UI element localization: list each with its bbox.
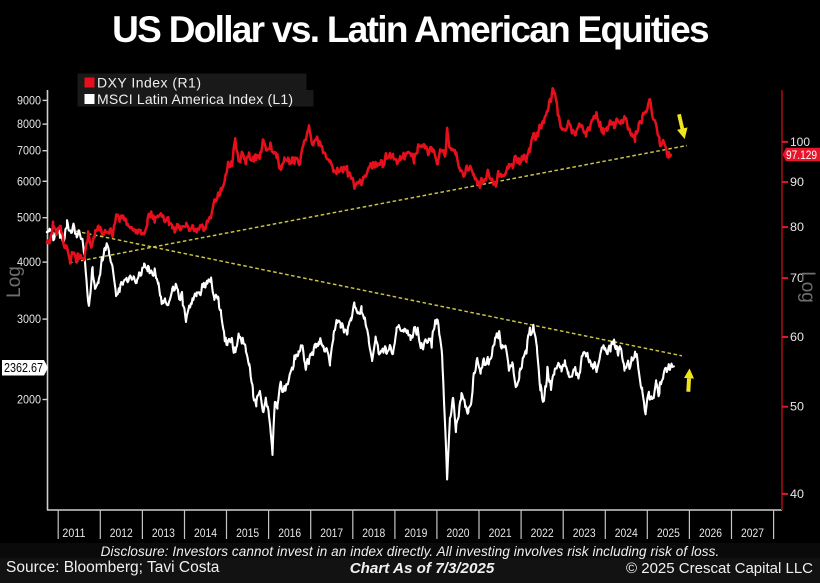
svg-text:2027: 2027 [741,526,764,540]
svg-text:8000: 8000 [17,117,41,131]
svg-text:60: 60 [790,330,804,344]
svg-text:2026: 2026 [699,526,722,540]
svg-text:2025: 2025 [657,526,680,540]
svg-text:2020: 2020 [447,526,470,540]
svg-text:2024: 2024 [615,526,638,540]
svg-text:DXY Index (R1): DXY Index (R1) [97,75,201,91]
svg-text:6000: 6000 [17,174,41,188]
svg-text:Log: Log [4,266,25,298]
svg-text:40: 40 [790,487,804,501]
svg-text:100: 100 [790,135,810,149]
svg-text:2012: 2012 [110,526,133,540]
svg-text:7000: 7000 [17,144,41,158]
svg-text:80: 80 [790,220,804,234]
svg-text:2011: 2011 [62,526,85,540]
svg-text:2000: 2000 [17,393,41,407]
svg-text:MSCI Latin America Index (L1): MSCI Latin America Index (L1) [97,91,293,107]
svg-text:2019: 2019 [404,526,427,540]
svg-text:2023: 2023 [573,526,596,540]
svg-text:5000: 5000 [17,211,41,225]
svg-text:Log: Log [797,271,818,303]
svg-text:2017: 2017 [320,526,343,540]
svg-text:70: 70 [790,271,804,285]
svg-text:2022: 2022 [531,526,554,540]
svg-text:90: 90 [790,175,804,189]
svg-text:2015: 2015 [236,526,259,540]
svg-text:2362.67: 2362.67 [4,360,43,375]
svg-text:3000: 3000 [17,312,41,326]
svg-text:50: 50 [790,400,804,414]
svg-text:97.129: 97.129 [786,148,817,162]
svg-text:2018: 2018 [362,526,385,540]
svg-text:2013: 2013 [152,526,175,540]
svg-text:2016: 2016 [278,526,301,540]
svg-text:2014: 2014 [194,526,217,540]
svg-text:4000: 4000 [17,255,41,269]
svg-text:2021: 2021 [489,526,512,540]
svg-text:9000: 9000 [17,93,41,107]
